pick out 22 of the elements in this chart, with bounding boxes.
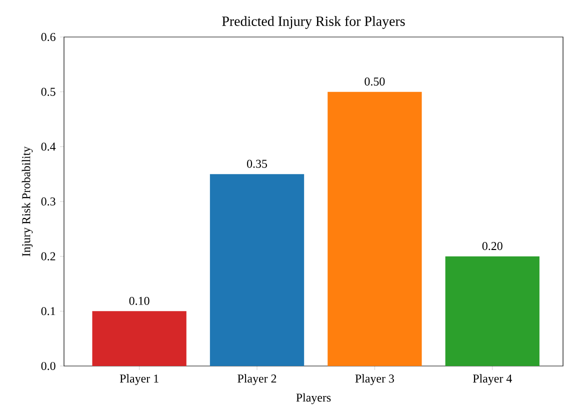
- x-tick-label: Player 3: [355, 374, 394, 386]
- y-tick-label: 0.3: [41, 197, 56, 206]
- bar: [210, 174, 304, 366]
- data-label: 0.50: [364, 78, 385, 86]
- y-tick-label: 0.2: [41, 252, 56, 260]
- y-tick-label: 0.4: [41, 142, 56, 151]
- y-tick-label: 0.5: [41, 88, 56, 96]
- bar: [328, 92, 422, 366]
- y-axis-title: Injury Risk Probability: [22, 146, 33, 256]
- data-label: 0.10: [129, 296, 150, 305]
- chart-title: Predicted Injury Risk for Players: [222, 16, 405, 29]
- x-axis-title: Players: [296, 393, 331, 404]
- data-label: 0.35: [247, 160, 268, 168]
- bar: [445, 256, 540, 366]
- x-tick-label: Player 2: [238, 374, 276, 386]
- y-tick-label: 0.6: [41, 32, 56, 42]
- bar: [92, 311, 186, 366]
- y-tick-label: 0.1: [41, 307, 56, 316]
- x-tick-label: Player 4: [472, 374, 512, 386]
- y-tick-label: 0.0: [41, 362, 56, 370]
- data-label: 0.20: [482, 242, 502, 250]
- x-tick-label: Player 1: [120, 374, 158, 386]
